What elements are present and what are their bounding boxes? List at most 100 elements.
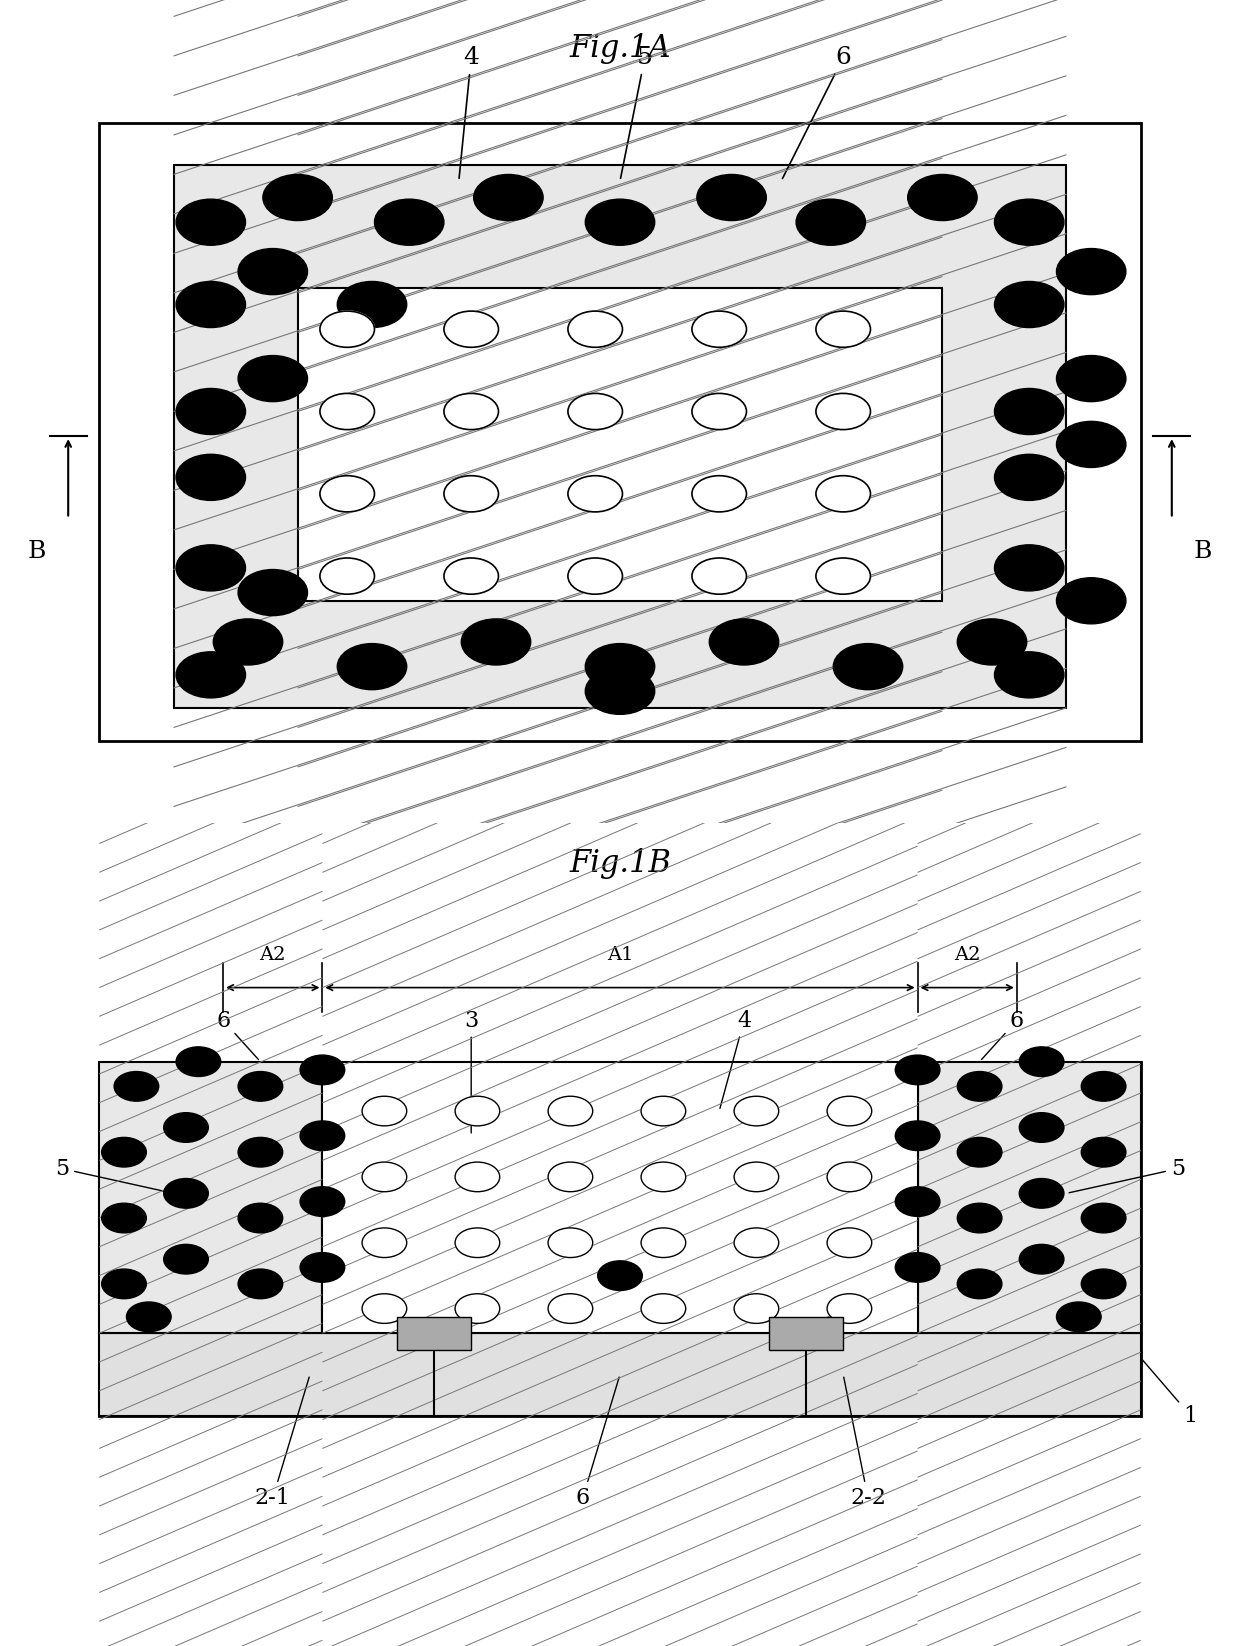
FancyBboxPatch shape [99,1062,1141,1416]
Circle shape [1019,1179,1064,1208]
Circle shape [692,393,746,430]
Text: A2: A2 [259,946,286,963]
Circle shape [176,388,246,435]
Text: B: B [1194,540,1211,563]
Text: B: B [29,540,46,563]
Circle shape [176,199,246,245]
Circle shape [1019,1113,1064,1142]
Circle shape [994,388,1064,435]
Circle shape [568,558,622,594]
Text: 6: 6 [982,1009,1024,1060]
Text: 3: 3 [464,1009,479,1132]
Circle shape [362,1096,407,1126]
Circle shape [816,393,870,430]
Circle shape [641,1096,686,1126]
Circle shape [362,1162,407,1192]
Circle shape [895,1055,940,1085]
Circle shape [734,1096,779,1126]
Circle shape [895,1187,940,1216]
Circle shape [1081,1203,1126,1233]
Circle shape [1056,249,1126,295]
Circle shape [734,1162,779,1192]
Circle shape [337,281,407,328]
Text: Fig.1A: Fig.1A [569,33,671,64]
Circle shape [263,174,332,221]
Circle shape [641,1228,686,1258]
Circle shape [585,644,655,690]
Circle shape [213,619,283,665]
Circle shape [1056,578,1126,624]
Circle shape [164,1179,208,1208]
Circle shape [827,1162,872,1192]
FancyBboxPatch shape [397,1317,471,1350]
Text: A2: A2 [954,946,981,963]
Text: 1: 1 [1142,1360,1198,1427]
Circle shape [641,1162,686,1192]
Circle shape [176,281,246,328]
Text: 4: 4 [459,46,479,178]
Circle shape [176,652,246,698]
Circle shape [300,1187,345,1216]
Circle shape [164,1113,208,1142]
Circle shape [548,1294,593,1323]
Circle shape [908,174,977,221]
Circle shape [1081,1137,1126,1167]
Text: 6: 6 [575,1378,619,1509]
Circle shape [827,1228,872,1258]
Circle shape [827,1294,872,1323]
Circle shape [692,558,746,594]
Circle shape [994,454,1064,500]
Circle shape [816,311,870,347]
Circle shape [126,1302,171,1332]
Text: 2-2: 2-2 [843,1378,885,1509]
FancyBboxPatch shape [174,165,1066,708]
Circle shape [1081,1072,1126,1101]
Circle shape [238,1072,283,1101]
Circle shape [827,1096,872,1126]
Circle shape [455,1162,500,1192]
Circle shape [362,1294,407,1323]
Circle shape [455,1228,500,1258]
Circle shape [692,311,746,347]
FancyBboxPatch shape [99,1062,322,1333]
Circle shape [444,393,498,430]
Circle shape [957,1203,1002,1233]
Circle shape [957,619,1027,665]
Text: A1: A1 [606,946,634,963]
Circle shape [362,1228,407,1258]
Circle shape [816,476,870,512]
Text: 5: 5 [620,46,652,178]
Circle shape [548,1162,593,1192]
Circle shape [568,311,622,347]
FancyBboxPatch shape [99,1333,1141,1416]
Circle shape [957,1137,1002,1167]
Circle shape [734,1294,779,1323]
Circle shape [833,644,903,690]
Circle shape [300,1121,345,1151]
Circle shape [176,1047,221,1076]
Circle shape [374,199,444,245]
Circle shape [1019,1244,1064,1274]
Circle shape [994,652,1064,698]
Circle shape [598,1261,642,1290]
Text: Fig.1B: Fig.1B [569,848,671,879]
Circle shape [102,1203,146,1233]
Text: 5: 5 [1069,1157,1185,1193]
Circle shape [585,668,655,714]
Circle shape [300,1055,345,1085]
Circle shape [238,356,308,402]
Circle shape [102,1137,146,1167]
Circle shape [102,1269,146,1299]
Circle shape [444,476,498,512]
Circle shape [816,558,870,594]
Circle shape [114,1072,159,1101]
Circle shape [994,199,1064,245]
FancyBboxPatch shape [298,288,942,601]
Circle shape [709,619,779,665]
Circle shape [474,174,543,221]
Text: 6: 6 [782,46,851,178]
Circle shape [461,619,531,665]
FancyBboxPatch shape [322,1062,918,1333]
Circle shape [320,476,374,512]
Circle shape [320,558,374,594]
